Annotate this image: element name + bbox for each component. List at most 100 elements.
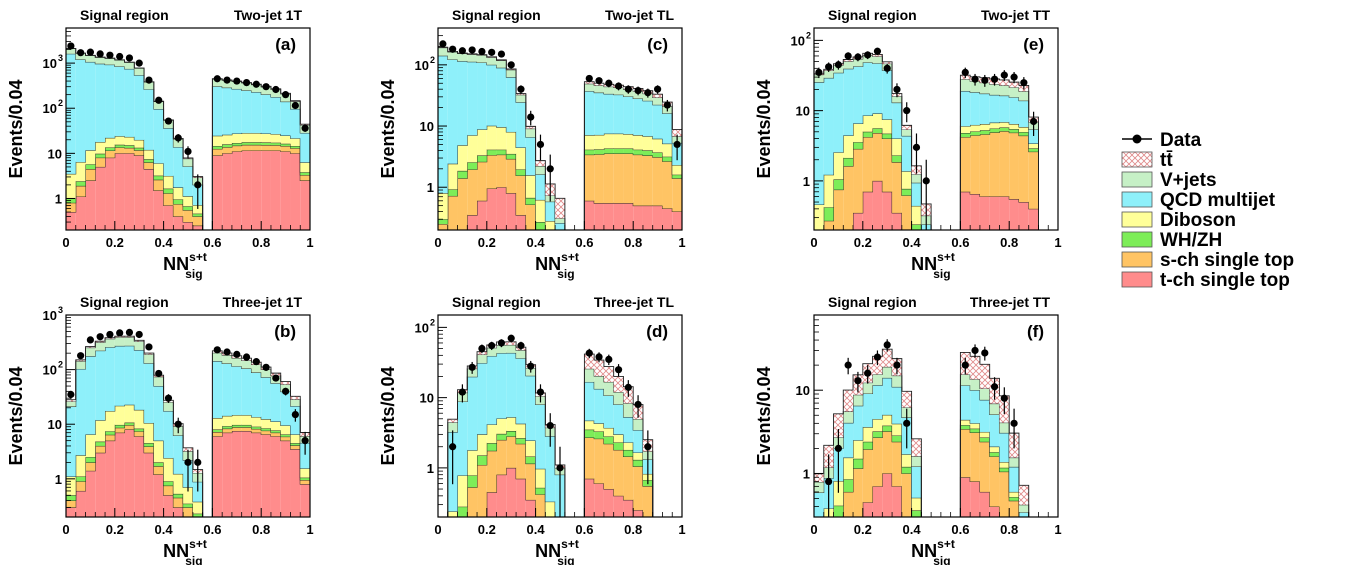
bar-sch-seg0-bin7: [516, 443, 526, 479]
bar-diboson-seg0-bin1: [457, 475, 468, 507]
bar-qcd-seg1-bin8: [290, 108, 301, 139]
bar-whzh-seg1-bin1: [594, 149, 604, 155]
bar-whzh-seg1-bin3: [613, 442, 624, 450]
y-tick-exponent: 2: [58, 360, 63, 370]
bar-diboson-seg0-bin5: [114, 405, 125, 425]
bar-tch-seg1-bin1: [970, 481, 980, 517]
bar-sch-seg1-bin2: [603, 153, 614, 204]
x-tick-label: 0.8: [624, 522, 642, 537]
bar-diboson-seg1-bin3: [613, 133, 624, 149]
data-point-seg0-bin8: [893, 85, 901, 94]
bar-sch-seg0-bin5: [496, 439, 507, 475]
bar-diboson-seg0-bin0: [438, 193, 448, 220]
bar-whzh-seg0-bin3: [95, 153, 106, 158]
bar-diboson-seg0-bin9: [901, 454, 912, 467]
data-point-seg0-bin7: [135, 330, 143, 339]
bar-whzh-seg1-bin1: [970, 428, 980, 433]
legend-entry-data: Data: [1122, 130, 1202, 151]
y-tick-label: 10: [415, 58, 429, 73]
data-point-seg1-bin7: [282, 91, 290, 99]
bar-tch-seg0-bin1: [75, 196, 86, 230]
bar-whzh-seg0-bin4: [105, 431, 115, 435]
bar-whzh-seg0-bin5: [114, 144, 125, 148]
stacked-histogram: [447, 334, 654, 517]
x-tick-label: 0.8: [252, 522, 270, 537]
bar-vjets-seg0-bin0: [66, 401, 76, 407]
bar-diboson-seg1-bin9: [300, 468, 310, 478]
bar-qcd-seg1-bin3: [989, 414, 1000, 447]
x-tick-label: 0.4: [155, 522, 174, 537]
bar-tch-seg0-bin5: [862, 191, 873, 230]
bar-sch-seg1-bin4: [623, 153, 634, 204]
bar-tch-seg0-bin6: [124, 153, 135, 230]
legend-label: t-ch single top: [1160, 270, 1290, 291]
bar-vjets-seg0-bin7: [882, 366, 893, 378]
bar-diboson-seg1-bin0: [584, 420, 595, 430]
bar-qcd-seg0-bin12: [183, 166, 193, 197]
data-point-seg1-bin5: [1010, 73, 1018, 81]
bar-vjets-seg1-bin2: [231, 81, 242, 89]
data-point-seg0-bin0: [439, 40, 447, 48]
data-point-seg1-bin9: [301, 437, 309, 445]
y-axis-title: Events/0.04: [378, 366, 398, 465]
bar-diboson-seg0-bin4: [105, 137, 115, 148]
y-tick-label: 10: [791, 33, 805, 48]
bar-tch-seg1-bin5: [261, 434, 271, 517]
bar-qcd-seg0-bin0: [438, 55, 448, 194]
data-point-seg0-bin10: [164, 117, 173, 125]
bar-diboson-seg1-bin4: [999, 122, 1010, 128]
bar-sch-seg1-bin4: [999, 131, 1010, 197]
bar-whzh-seg1-bin0: [584, 429, 595, 438]
bar-diboson-seg0-bin6: [124, 136, 135, 146]
data-point-seg0-bin9: [903, 107, 911, 115]
bar-tch-seg1-bin7: [1028, 208, 1039, 230]
panel-letter: (b): [274, 322, 296, 341]
x-tick-label: 0.2: [106, 235, 124, 250]
bar-diboson-seg0-bin1: [447, 163, 458, 190]
bar-qcd-seg1-bin1: [222, 87, 232, 135]
bar-tch-seg1-bin2: [231, 151, 242, 230]
bar-qcd-seg1-bin0: [960, 385, 971, 420]
x-tick-label: 0.2: [106, 522, 124, 537]
bar-ttbar-seg0-bin9: [901, 125, 912, 130]
bar-tch-seg1-bin3: [613, 495, 624, 517]
bar-qcd-seg0-bin2: [833, 72, 844, 153]
data-point-seg1-bin1: [595, 353, 603, 361]
bar-tch-seg0-bin10: [163, 495, 174, 517]
data-point-seg1-bin7: [282, 387, 290, 395]
bar-diboson-seg1-bin0: [584, 135, 595, 150]
bar-diboson-seg0-bin2: [457, 145, 468, 171]
bar-qcd-seg1-bin7: [1028, 129, 1039, 144]
y-tick-exponent: 2: [806, 30, 811, 40]
bar-qcd-seg0-bin7: [134, 350, 145, 410]
bar-vjets-seg0-bin4: [486, 347, 497, 356]
outline-whzh-seg1: [583, 148, 682, 230]
bar-diboson-seg0-bin9: [525, 175, 536, 198]
bar-diboson-seg0-bin5: [486, 125, 497, 150]
bar-sch-seg0-bin6: [124, 147, 135, 154]
data-point-seg1-bin4: [252, 80, 260, 88]
bar-vjets-seg0-bin0: [66, 48, 76, 54]
bar-diboson-seg0-bin13: [192, 501, 203, 514]
bar-qcd-seg1-bin0: [584, 381, 595, 421]
bar-tch-seg1-bin3: [989, 196, 1000, 230]
stacked-histogram: [66, 328, 310, 517]
bar-whzh-seg1-bin5: [633, 459, 643, 467]
bar-tch-seg1-bin9: [672, 211, 682, 230]
bar-whzh-seg1-bin6: [270, 430, 281, 433]
bar-whzh-seg1-bin2: [231, 143, 242, 146]
bar-vjets-seg1-bin1: [222, 80, 232, 88]
bar-sch-seg0-bin7: [506, 158, 517, 194]
bar-vjets-seg0-bin6: [124, 337, 135, 346]
bar-diboson-seg1-bin7: [1028, 143, 1039, 149]
bar-diboson-seg1-bin1: [594, 423, 604, 432]
bar-diboson-seg0-bin8: [516, 147, 526, 170]
bar-sch-seg0-bin2: [833, 189, 844, 230]
data-point-seg0-bin7: [883, 341, 891, 349]
data-point-seg0-bin6: [873, 47, 882, 55]
bar-qcd-seg1-bin1: [594, 388, 604, 424]
bar-sch-seg1-bin6: [642, 486, 653, 517]
x-axis-title: NNs+t sig: [535, 537, 579, 565]
bar-ttbar-seg0-bin0: [814, 473, 824, 482]
bar-whzh-seg0-bin4: [853, 458, 863, 469]
